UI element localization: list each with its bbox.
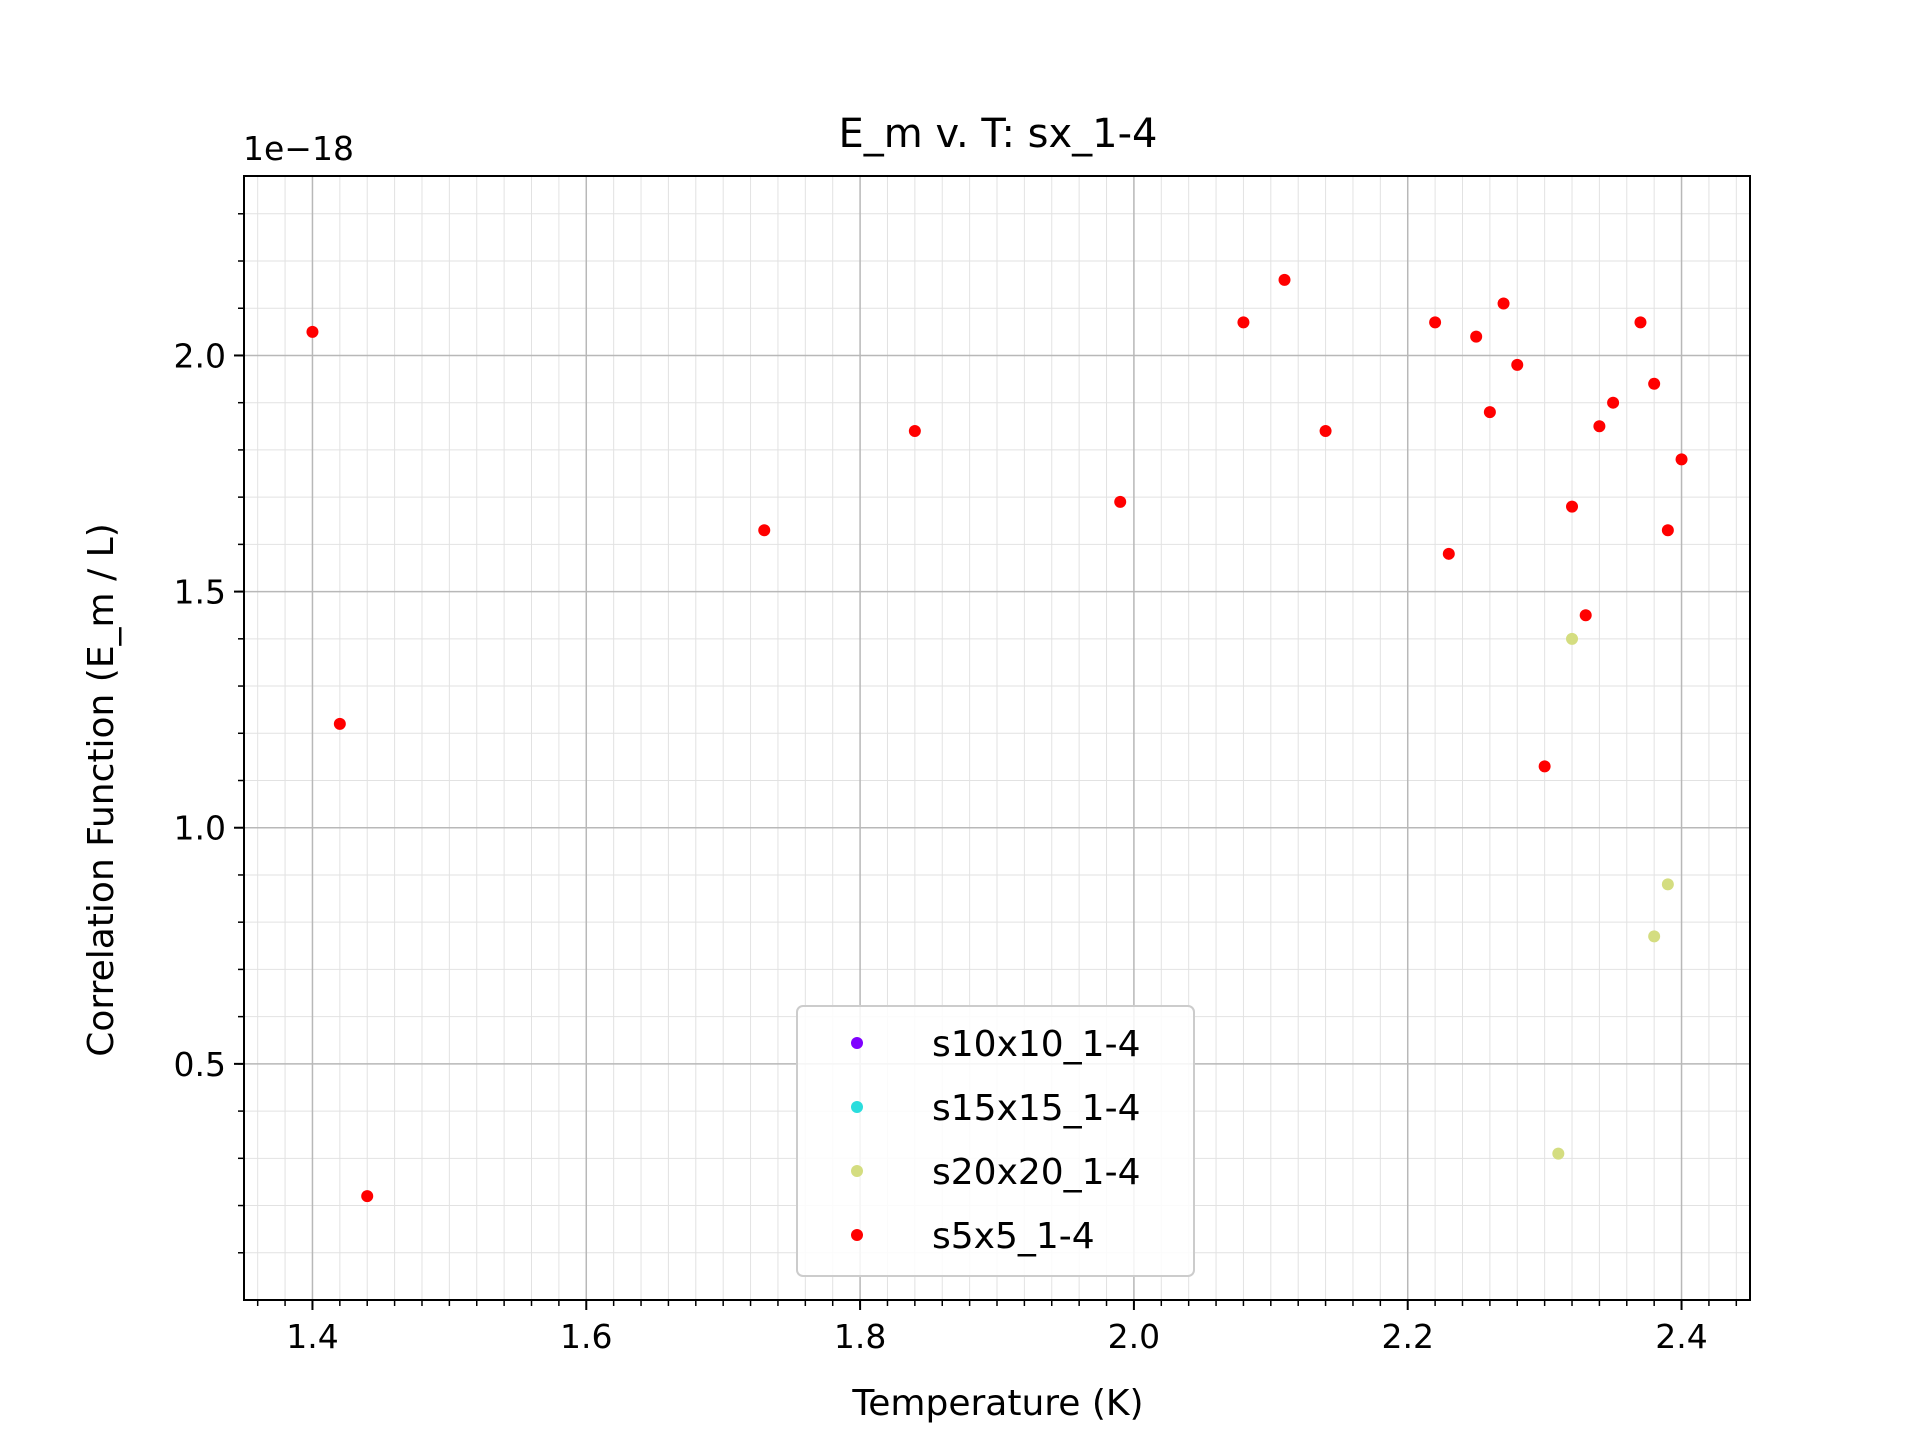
data-point (1566, 632, 1579, 645)
x-tick-label: 1.6 (560, 1317, 612, 1356)
data-point (1497, 297, 1510, 310)
legend-marker (851, 1037, 863, 1049)
legend-label: s5x5_1-4 (932, 1216, 1095, 1257)
data-point (1538, 760, 1551, 773)
data-point (1237, 316, 1250, 329)
legend-marker (851, 1229, 863, 1241)
legend-marker (851, 1101, 863, 1113)
axis-ticks: 1.4 1.6 1.8 2.0 2.2 2.4 0.5 1.0 1.5 2.0 (174, 213, 1738, 1356)
y-tick-label: 1.0 (174, 809, 226, 848)
y-tick-label: 0.5 (174, 1045, 226, 1084)
x-axis-label: Temperature (K) (851, 1383, 1143, 1424)
data-point (1429, 316, 1442, 329)
data-point (1648, 377, 1661, 390)
data-point (758, 524, 771, 537)
chart-title: E_m v. T: sx_1-4 (838, 111, 1157, 157)
data-point (306, 325, 319, 338)
data-point (1278, 273, 1291, 286)
data-point (1511, 358, 1524, 371)
data-point (361, 1190, 374, 1203)
data-point (1319, 425, 1332, 438)
data-point (1442, 547, 1455, 560)
data-point (1552, 1147, 1565, 1160)
x-tick-label: 2.2 (1381, 1317, 1433, 1356)
x-tick-label: 1.8 (834, 1317, 886, 1356)
legend-label: s15x15_1-4 (932, 1088, 1140, 1129)
legend-label: s20x20_1-4 (932, 1152, 1140, 1193)
data-point (1593, 420, 1606, 433)
y-tick-label: 2.0 (174, 336, 226, 375)
x-tick-label: 2.0 (1108, 1317, 1160, 1356)
y-axis-label: Correlation Function (E_m / L) (81, 523, 122, 1057)
data-point (1661, 878, 1674, 891)
data-point (1607, 396, 1620, 409)
data-point (1566, 500, 1579, 513)
y-offset-text: 1e−18 (243, 129, 354, 168)
legend-box (796, 1005, 1195, 1277)
x-tick-label: 2.4 (1655, 1317, 1707, 1356)
data-point (1675, 453, 1688, 466)
data-point (1483, 406, 1496, 419)
legend-label: s10x10_1-4 (932, 1024, 1140, 1065)
legend-marker (851, 1165, 863, 1177)
data-point (908, 425, 921, 438)
data-point (1579, 609, 1592, 622)
data-point (1114, 495, 1127, 508)
data-point (1470, 330, 1483, 343)
data-point (1648, 930, 1661, 943)
data-point (1661, 524, 1674, 537)
data-point (1634, 316, 1647, 329)
x-tick-label: 1.4 (286, 1317, 338, 1356)
data-point (333, 717, 346, 730)
data-points (306, 273, 1688, 1203)
legend: s10x10_1-4 s15x15_1-4 s20x20_1-4 s5x5_1-4 (796, 1005, 1195, 1277)
y-tick-label: 1.5 (174, 573, 226, 612)
